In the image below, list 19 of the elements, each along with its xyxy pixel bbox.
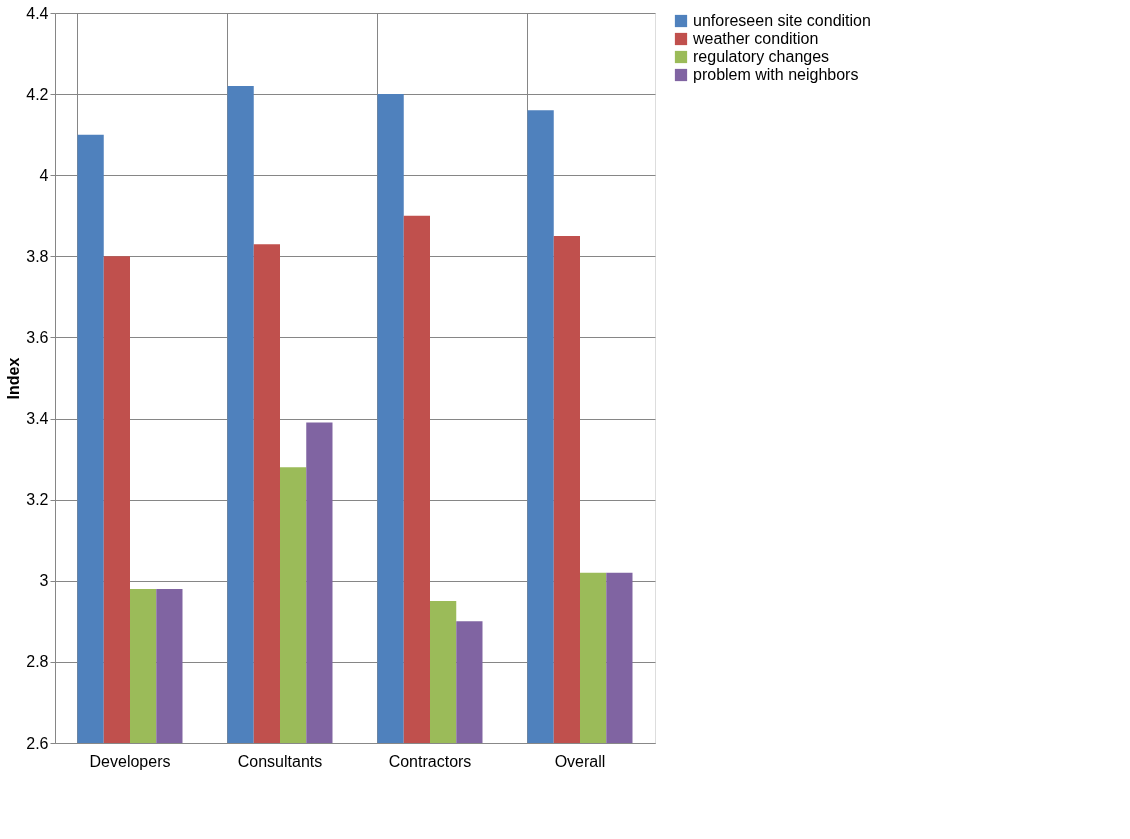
legend-label: weather condition	[692, 30, 819, 47]
y-tick-label: 3.6	[26, 328, 49, 346]
y-tick-label: 4.4	[26, 4, 49, 22]
x-tick-label: Developers	[89, 752, 171, 770]
y-axis-title: Index	[5, 357, 23, 400]
y-tick-label: 3.4	[26, 410, 49, 428]
x-tick-label: Consultants	[237, 752, 323, 770]
legend-label: unforeseen site condition	[693, 12, 871, 29]
y-tick-label: 3.2	[26, 491, 49, 509]
x-tick-label: Overall	[554, 752, 606, 770]
y-tick-label: 4	[39, 166, 49, 184]
y-tick-label: 2.8	[26, 653, 49, 671]
y-tick-label: 3.8	[26, 247, 49, 265]
y-tick-label: 2.6	[26, 734, 49, 752]
legend-label: problem with neighbors	[693, 66, 859, 83]
y-tick-label: 3	[39, 572, 49, 590]
legend-label: regulatory changes	[693, 48, 830, 65]
x-tick-label: Contractors	[388, 752, 472, 770]
y-tick-label: 4.2	[26, 85, 49, 103]
